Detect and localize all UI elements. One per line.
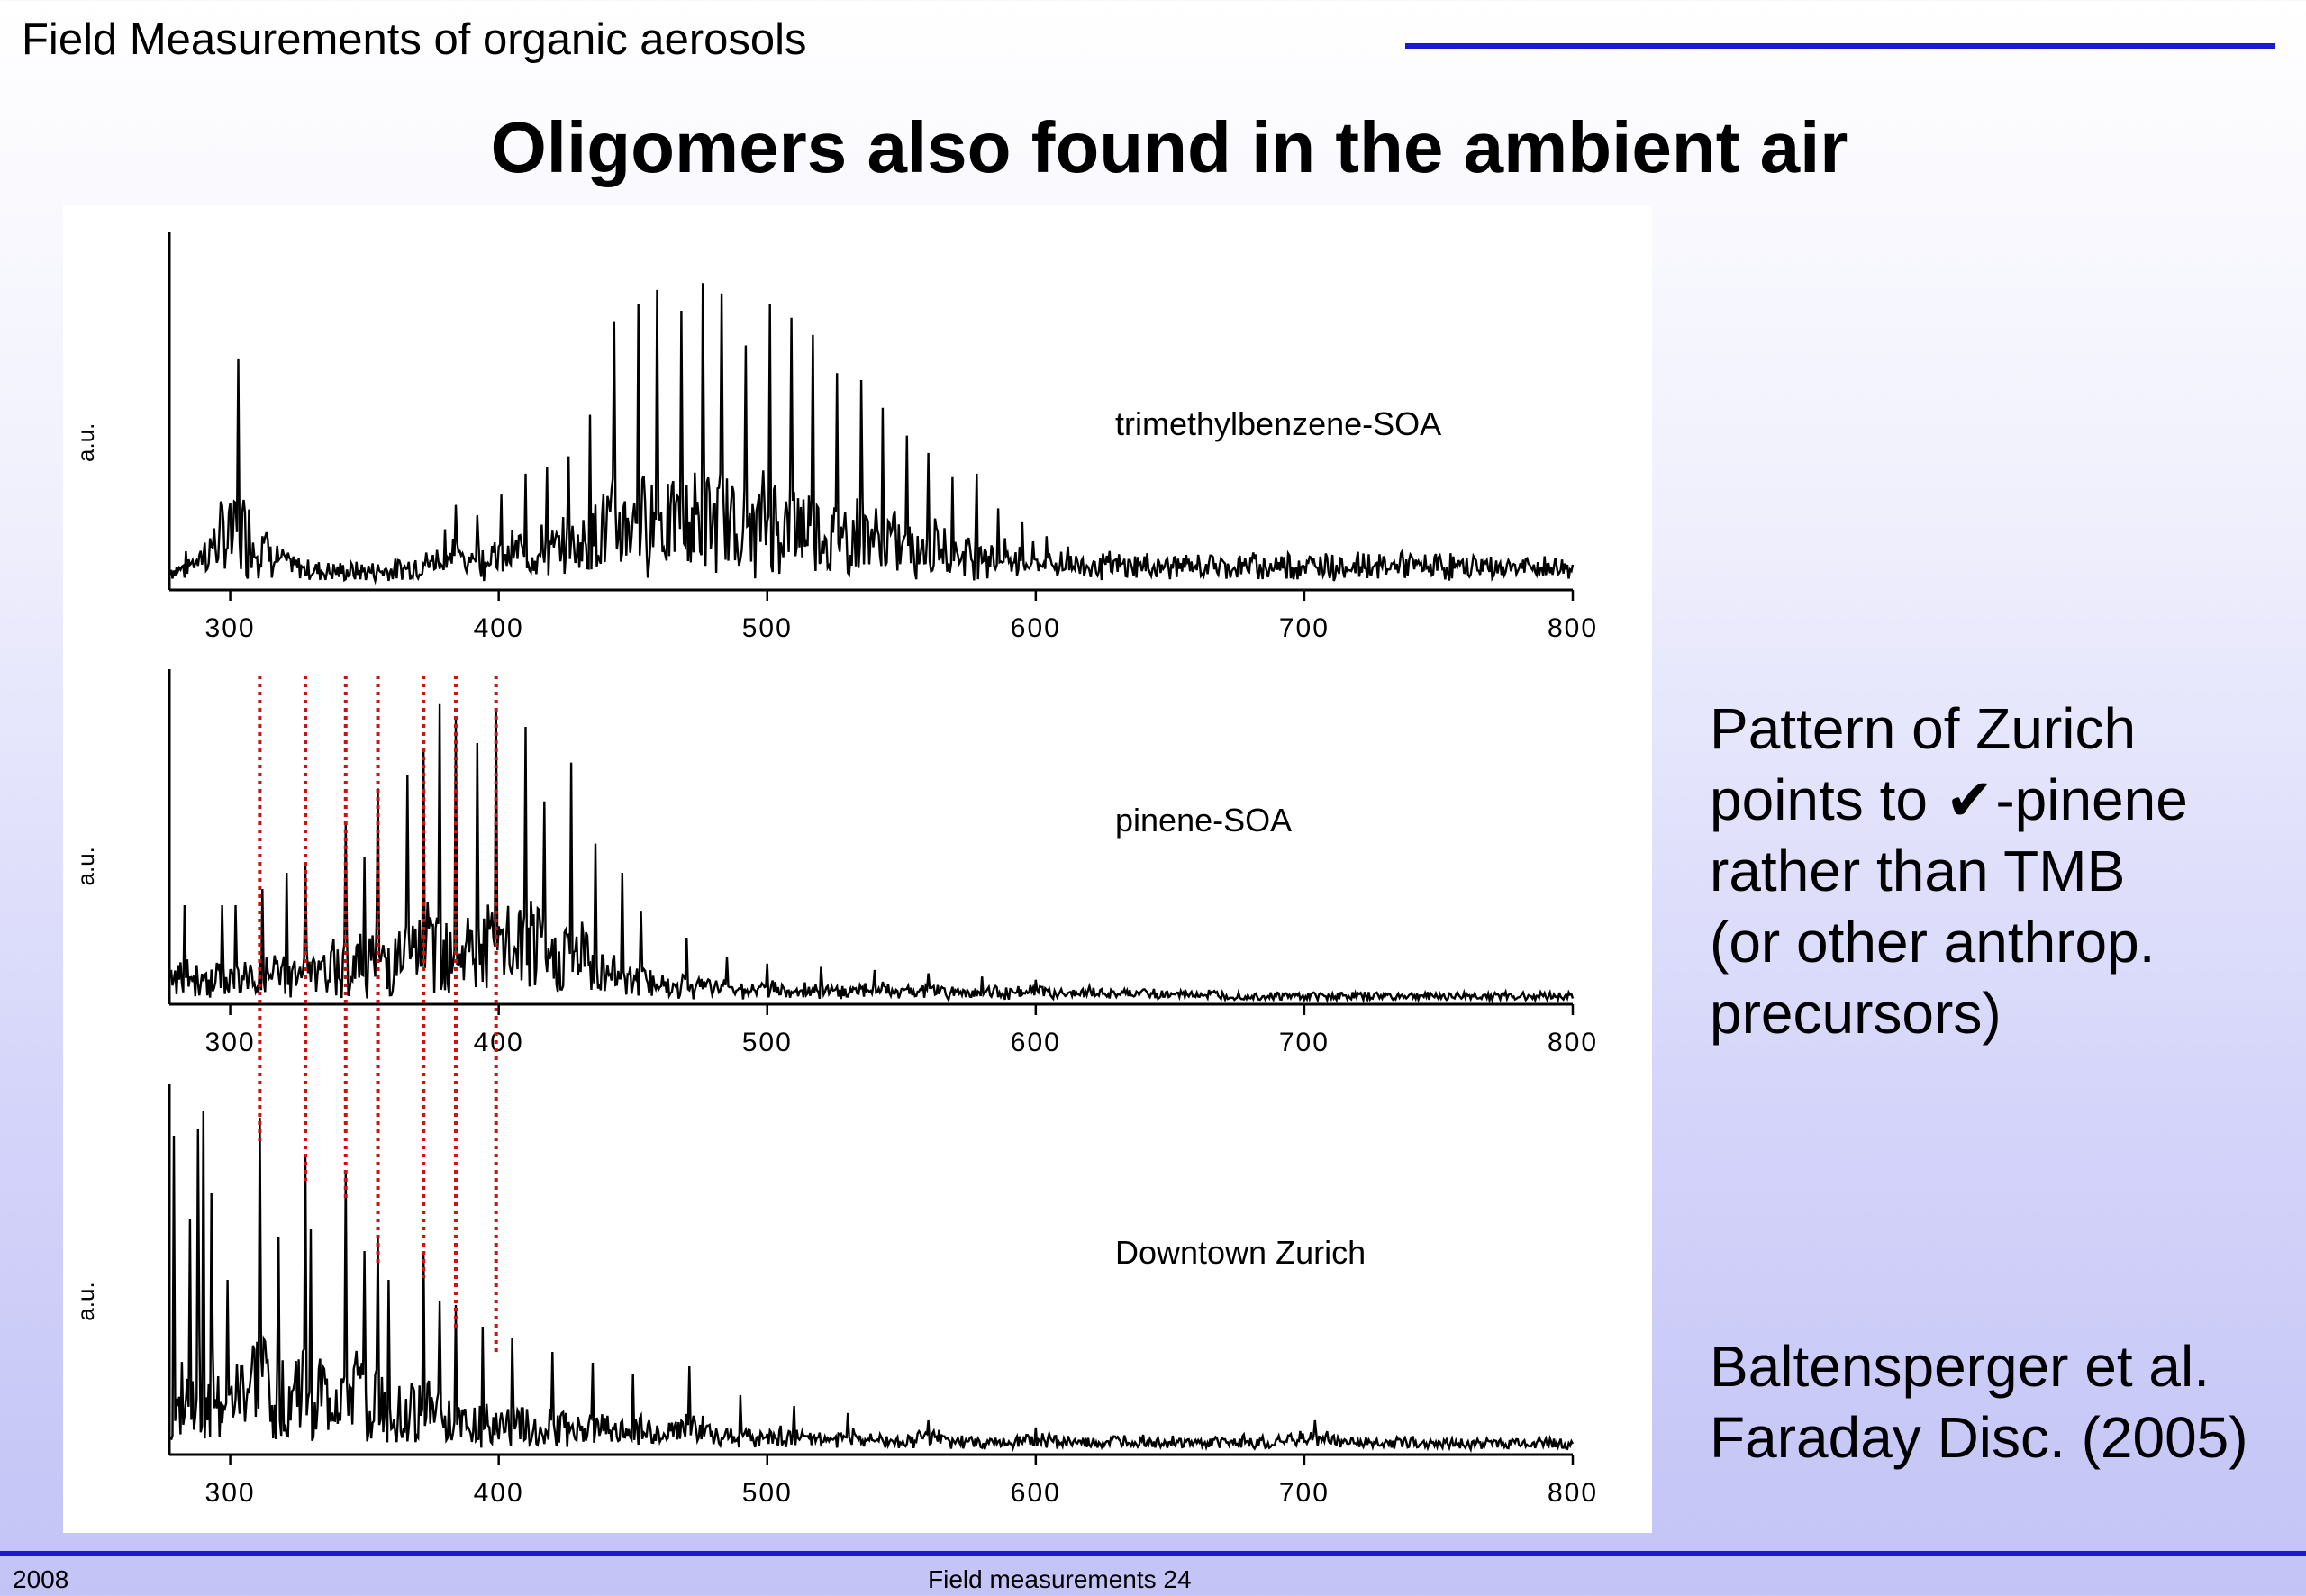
footer-rule [0,1551,2306,1556]
x-tick-label: 500 [742,1028,793,1057]
header-rule [1405,43,2275,49]
x-tick-label: 600 [1011,613,1061,643]
conclusion-fragment: -pinene [1995,767,2188,832]
citation-text: Baltensperger et al. Faraday Disc. (2005… [1710,1331,2248,1474]
x-tick-label: 400 [474,1028,524,1057]
citation-line: Faraday Disc. (2005) [1710,1405,2248,1470]
y-axis-label: a.u. [72,423,99,462]
spectra-figure: 300 400 500 600 700 800 300 400 500 600 700 800 300 4… [63,205,1652,1533]
x-tick-label: 800 [1548,1028,1598,1057]
x-tick-label: 700 [1279,613,1330,643]
header-section-title: Field Measurements of organic aerosols [22,15,807,64]
panel-label: trimethylbenzene-SOA [1115,405,1441,442]
x-tick-label: 600 [1011,1478,1061,1508]
conclusion-fragment: points to [1710,767,1928,832]
x-tick-label: 400 [474,613,524,643]
x-tick-label: 800 [1548,1478,1598,1508]
x-tick-label: 400 [474,1478,524,1508]
spectrum-trace [169,703,1575,1004]
x-tick-label: 300 [205,1028,256,1057]
x-tick-label: 300 [205,613,256,643]
conclusion-line: Pattern of Zurich [1710,696,2137,761]
x-tick-label: 600 [1011,1028,1061,1057]
y-axis-label: a.u. [72,847,99,885]
conclusion-text: Pattern of Zurich points to ✔-pinene rat… [1710,694,2188,1049]
x-tick-label: 800 [1548,613,1598,643]
footer-year: 2008 [13,1565,69,1593]
conclusion-line: (or other anthrop. [1710,910,2156,975]
conclusion-line: precursors) [1710,981,2002,1046]
x-tick-label: 500 [742,1478,793,1508]
x-tick-label: 700 [1279,1028,1330,1057]
x-tick-label: 500 [742,613,793,643]
mass-spectra-chart: 300 400 500 600 700 800 300 400 500 600 700 800 300 4… [72,232,1598,1508]
spectrum-trace [169,283,1575,585]
y-axis-label: a.u. [72,1282,99,1320]
conclusion-line: rather than TMB [1710,839,2126,903]
panel-label: pinene-SOA [1115,802,1292,839]
footer-page-label: Field measurements 24 [928,1565,1192,1593]
conclusion-line: points to ✔-pinene [1710,765,2188,836]
x-tick-label: 300 [205,1478,256,1508]
panel-label: Downtown Zurich [1115,1234,1366,1271]
slide-title: Oligomers also found in the ambient air [490,107,1848,187]
spectrum-trace [169,1110,1575,1454]
checkmark-icon: ✔ [1945,767,1994,832]
citation-line: Baltensperger et al. [1710,1334,2210,1399]
x-tick-label: 700 [1279,1478,1330,1508]
